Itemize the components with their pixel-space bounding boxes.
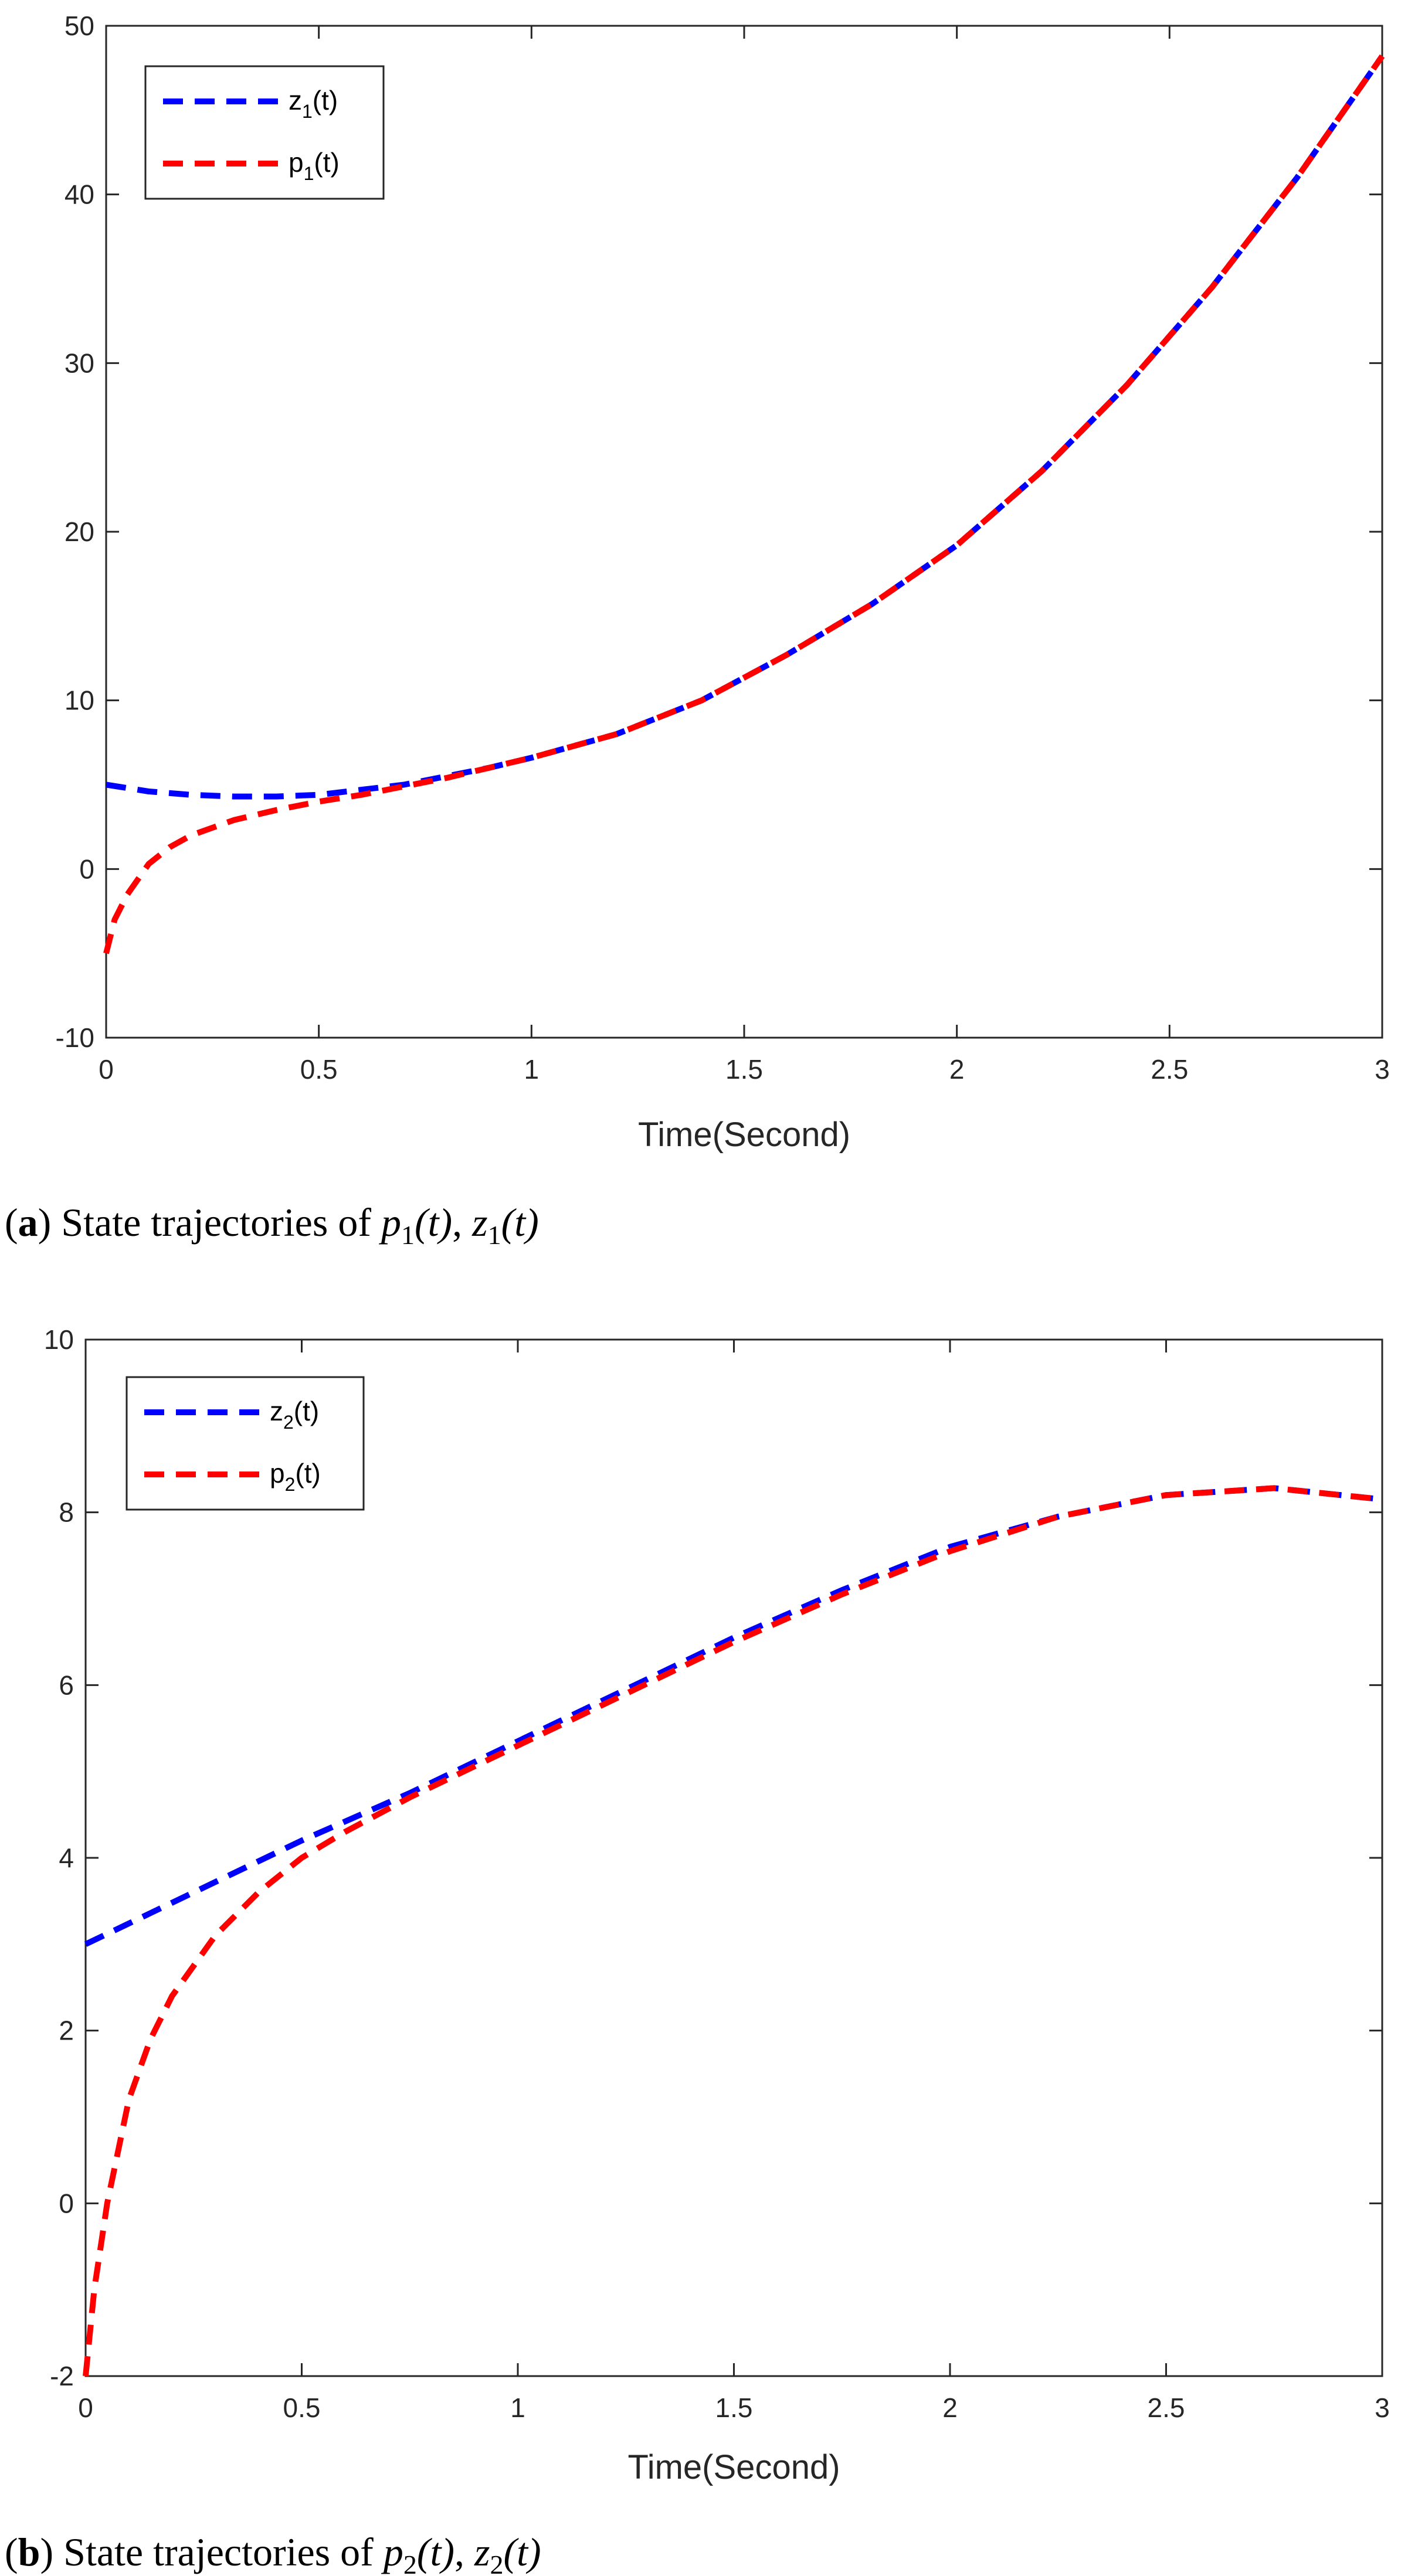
- x-tick-label: 0.5: [283, 2393, 321, 2423]
- caption-math-arg: (t): [417, 2530, 454, 2574]
- x-tick-label: 2.5: [1148, 2393, 1185, 2423]
- legend-entry-suffix: (t): [294, 1396, 319, 1426]
- caption-math-base: p: [379, 1200, 401, 1245]
- y-tick-label: 50: [65, 11, 94, 41]
- x-tick-label: 3: [1375, 1054, 1390, 1085]
- caption-paren: ): [40, 2530, 63, 2574]
- caption-math-base: z: [474, 2530, 490, 2574]
- y-tick-label: 2: [59, 2016, 74, 2046]
- caption-tag: b: [18, 2530, 40, 2574]
- series-line-z1(t): [106, 54, 1385, 800]
- y-tick-label: 20: [65, 516, 94, 547]
- caption-separator: ,: [452, 1200, 472, 1245]
- caption-math-arg: (t): [503, 2530, 541, 2574]
- x-tick-label: 2.5: [1151, 1054, 1188, 1085]
- legend-entry-sub: 2: [285, 1474, 296, 1495]
- x-tick-label: 2: [949, 1054, 965, 1085]
- legend-entry: z1(t): [289, 85, 338, 122]
- y-tick-label: -2: [50, 2361, 74, 2391]
- x-tick-label: 1: [524, 1054, 540, 1085]
- legend-entry-sub: 1: [302, 101, 313, 122]
- caption-math-base: p: [381, 2530, 403, 2574]
- caption: (b) State trajectories of p2(t), z2(t): [5, 2530, 541, 2576]
- caption: (a) State trajectories of p1(t), z1(t): [5, 1200, 539, 1250]
- caption-math-base: z: [471, 1200, 487, 1245]
- y-tick-label: 0: [79, 854, 94, 884]
- caption-paren: (: [5, 2530, 18, 2574]
- legend-box: [144, 65, 385, 200]
- legend-entry: p1(t): [289, 147, 340, 184]
- legend-entry-suffix: (t): [314, 147, 339, 178]
- x-tick-label: 0.5: [300, 1054, 338, 1085]
- legend-entry-suffix: (t): [295, 1458, 320, 1488]
- caption-paren: ): [38, 1200, 62, 1245]
- y-tick-label: 8: [59, 1497, 74, 1528]
- caption-text: State trajectories of: [63, 2530, 384, 2574]
- y-tick-label: 0: [59, 2188, 74, 2218]
- series-line-p1(t): [103, 54, 1385, 954]
- legend-entry-base: z: [289, 85, 302, 115]
- y-tick-label: 30: [65, 348, 94, 378]
- legend-entry-base: p: [270, 1458, 285, 1488]
- x-axis-label: Time(Second): [627, 2448, 840, 2486]
- x-tick-label: 3: [1375, 2393, 1390, 2423]
- legend-entry-base: z: [270, 1396, 283, 1426]
- caption-math-sub: 1: [401, 1220, 415, 1250]
- caption-math-sub: 2: [490, 2550, 503, 2576]
- y-tick-label: -10: [56, 1022, 94, 1053]
- y-tick-label: 10: [65, 685, 94, 716]
- legend-entry-suffix: (t): [313, 85, 338, 115]
- x-tick-label: 2: [942, 2393, 958, 2423]
- y-tick-label: 6: [59, 1670, 74, 1700]
- x-tick-label: 1.5: [715, 2393, 753, 2423]
- chart-panel-b: 0 0.5 1 1.5 2 2.5 3-20246810Time(Second)z2(t)p…: [5, 1324, 1390, 2576]
- legend-entry-sub: 1: [304, 163, 314, 184]
- y-tick-label: 40: [65, 179, 94, 210]
- y-tick-label: 4: [59, 1843, 74, 1873]
- x-tick-label: 0: [99, 1054, 114, 1085]
- caption-math-arg: (t): [501, 1200, 539, 1245]
- x-tick-label: 1: [510, 2393, 525, 2423]
- caption-tag: a: [18, 1200, 38, 1245]
- legend-entry: z2(t): [270, 1396, 319, 1433]
- legend: z1(t)p1(t): [144, 65, 385, 200]
- x-tick-label: 0: [78, 2393, 93, 2423]
- caption-text: State trajectories of: [61, 1200, 381, 1245]
- x-axis-label: Time(Second): [638, 1116, 850, 1154]
- caption-paren: (: [5, 1200, 18, 1245]
- legend: z2(t)p2(t): [125, 1376, 365, 1511]
- legend-box: [125, 1376, 365, 1511]
- series-line-p2(t): [83, 1485, 1383, 2377]
- caption-separator: ,: [454, 2530, 474, 2574]
- legend-entry-sub: 2: [283, 1412, 294, 1433]
- caption-math-sub: 2: [403, 2550, 417, 2576]
- caption-math-arg: (t): [415, 1200, 452, 1245]
- legend-entry-base: p: [289, 147, 304, 178]
- y-tick-label: 10: [44, 1324, 74, 1355]
- legend-entry: p2(t): [270, 1458, 321, 1495]
- x-tick-label: 1.5: [725, 1054, 763, 1085]
- caption-math-sub: 1: [488, 1220, 501, 1250]
- chart-panel-a: 0 0.5 1 1.5 2 2.5 3-1001020304050Time(Second)z…: [5, 11, 1390, 1250]
